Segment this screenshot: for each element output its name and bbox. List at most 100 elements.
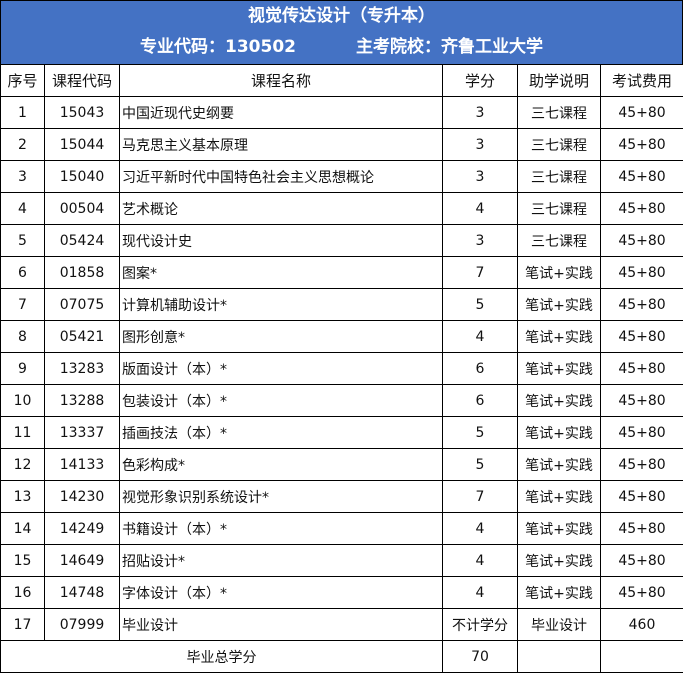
cell-course-code: 13283 (44, 352, 120, 385)
header-study-note: 助学说明 (517, 64, 601, 97)
cell-credits: 5 (442, 448, 518, 481)
cell-exam-fee: 45+80 (600, 96, 683, 129)
table-row: 8 05421 图形创意* 4 笔试+实践 45+80 (0, 320, 683, 353)
cell-credits: 4 (442, 512, 518, 545)
cell-course-code: 14133 (44, 448, 120, 481)
table-row: 5 05424 现代设计史 3 三七课程 45+80 (0, 224, 683, 257)
cell-credits: 3 (442, 128, 518, 161)
cell-exam-fee: 45+80 (600, 448, 683, 481)
cell-course-code: 13288 (44, 384, 120, 417)
cell-study-note: 笔试+实践 (517, 256, 601, 289)
cell-study-note: 笔试+实践 (517, 352, 601, 385)
cell-exam-fee: 45+80 (600, 128, 683, 161)
cell-exam-fee: 45+80 (600, 352, 683, 385)
cell-credits: 4 (442, 192, 518, 225)
cell-study-note: 笔试+实践 (517, 320, 601, 353)
cell-course-code: 05421 (44, 320, 120, 353)
cell-seq: 14 (0, 512, 45, 545)
cell-course-code: 14230 (44, 480, 120, 513)
cell-seq: 10 (0, 384, 45, 417)
cell-course-name: 计算机辅助设计* (119, 288, 443, 321)
cell-course-code: 01858 (44, 256, 120, 289)
cell-course-code: 14249 (44, 512, 120, 545)
table-row: 13 14230 视觉形象识别系统设计* 7 笔试+实践 45+80 (0, 480, 683, 513)
table-row: 9 13283 版面设计（本）* 6 笔试+实践 45+80 (0, 352, 683, 385)
major-code: 专业代码：130502 (140, 37, 296, 57)
header-credits: 学分 (442, 64, 518, 97)
table-row: 17 07999 毕业设计 不计学分 毕业设计 460 (0, 608, 683, 641)
cell-seq: 15 (0, 544, 45, 577)
cell-course-name: 字体设计（本）* (119, 576, 443, 609)
cell-exam-fee: 45+80 (600, 192, 683, 225)
cell-study-note: 三七课程 (517, 128, 601, 161)
cell-study-note: 毕业设计 (517, 608, 601, 641)
cell-course-name: 插画技法（本）* (119, 416, 443, 449)
table-row: 16 14748 字体设计（本）* 4 笔试+实践 45+80 (0, 576, 683, 609)
cell-exam-fee: 45+80 (600, 576, 683, 609)
empty-cell (600, 640, 683, 673)
cell-course-name: 招贴设计* (119, 544, 443, 577)
major-title: 视觉传达设计（专升本） (248, 6, 435, 26)
cell-seq: 11 (0, 416, 45, 449)
footer-row: 毕业总学分 70 (0, 640, 683, 673)
cell-course-name: 书籍设计（本）* (119, 512, 443, 545)
table-row: 14 14249 书籍设计（本）* 4 笔试+实践 45+80 (0, 512, 683, 545)
cell-seq: 17 (0, 608, 45, 641)
table-row: 11 13337 插画技法（本）* 5 笔试+实践 45+80 (0, 416, 683, 449)
cell-course-code: 07999 (44, 608, 120, 641)
exam-school: 主考院校：齐鲁工业大学 (355, 37, 543, 57)
cell-credits: 4 (442, 320, 518, 353)
cell-credits: 5 (442, 416, 518, 449)
cell-exam-fee: 45+80 (600, 224, 683, 257)
table-row: 15 14649 招贴设计* 4 笔试+实践 45+80 (0, 544, 683, 577)
table-row: 7 07075 计算机辅助设计* 5 笔试+实践 45+80 (0, 288, 683, 321)
cell-seq: 6 (0, 256, 45, 289)
cell-credits: 6 (442, 352, 518, 385)
cell-course-name: 包装设计（本）* (119, 384, 443, 417)
cell-course-code: 00504 (44, 192, 120, 225)
cell-exam-fee: 45+80 (600, 544, 683, 577)
cell-credits: 4 (442, 576, 518, 609)
cell-credits: 6 (442, 384, 518, 417)
title-banner: 视觉传达设计（专升本） 专业代码：130502 主考院校：齐鲁工业大学 (0, 0, 683, 65)
cell-course-name: 图形创意* (119, 320, 443, 353)
cell-seq: 5 (0, 224, 45, 257)
table-row: 12 14133 色彩构成* 5 笔试+实践 45+80 (0, 448, 683, 481)
cell-seq: 4 (0, 192, 45, 225)
cell-study-note: 笔试+实践 (517, 480, 601, 513)
cell-study-note: 笔试+实践 (517, 448, 601, 481)
cell-course-name: 毕业设计 (119, 608, 443, 641)
cell-course-name: 色彩构成* (119, 448, 443, 481)
cell-course-name: 图案* (119, 256, 443, 289)
cell-course-code: 15043 (44, 96, 120, 129)
header-course-code: 课程代码 (44, 64, 120, 97)
cell-study-note: 笔试+实践 (517, 512, 601, 545)
total-credits-label: 毕业总学分 (0, 640, 443, 673)
cell-credits: 不计学分 (442, 608, 518, 641)
cell-study-note: 笔试+实践 (517, 416, 601, 449)
cell-course-name: 中国近现代史纲要 (119, 96, 443, 129)
cell-course-code: 14649 (44, 544, 120, 577)
header-row: 序号 课程代码 课程名称 学分 助学说明 考试费用 (0, 64, 683, 97)
cell-seq: 3 (0, 160, 45, 193)
cell-exam-fee: 45+80 (600, 160, 683, 193)
cell-course-name: 习近平新时代中国特色社会主义思想概论 (119, 160, 443, 193)
cell-study-note: 三七课程 (517, 224, 601, 257)
cell-exam-fee: 45+80 (600, 416, 683, 449)
cell-study-note: 笔试+实践 (517, 384, 601, 417)
cell-course-name: 现代设计史 (119, 224, 443, 257)
table-row: 4 00504 艺术概论 4 三七课程 45+80 (0, 192, 683, 225)
cell-course-code: 15044 (44, 128, 120, 161)
table-row: 3 15040 习近平新时代中国特色社会主义思想概论 3 三七课程 45+80 (0, 160, 683, 193)
cell-credits: 3 (442, 96, 518, 129)
table-row: 1 15043 中国近现代史纲要 3 三七课程 45+80 (0, 96, 683, 129)
cell-exam-fee: 460 (600, 608, 683, 641)
cell-study-note: 笔试+实践 (517, 544, 601, 577)
cell-course-code: 15040 (44, 160, 120, 193)
cell-seq: 16 (0, 576, 45, 609)
cell-exam-fee: 45+80 (600, 512, 683, 545)
cell-course-code: 07075 (44, 288, 120, 321)
table-row: 6 01858 图案* 7 笔试+实践 45+80 (0, 256, 683, 289)
header-exam-fee: 考试费用 (600, 64, 683, 97)
